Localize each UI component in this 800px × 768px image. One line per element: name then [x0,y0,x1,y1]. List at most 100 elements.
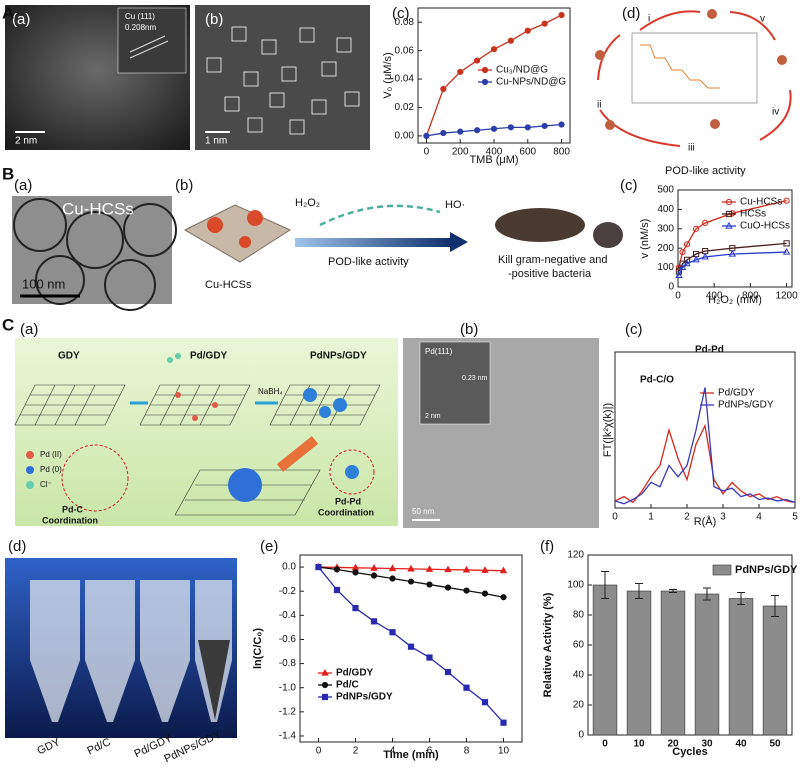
diagram-label: HO· [445,199,465,211]
legend-label: Pd/GDY [718,388,755,399]
x-tick-label: 400 [486,147,503,158]
bar [660,590,686,736]
marker [729,210,736,217]
note: Pd-C [62,504,83,514]
x-axis-label: TMB (μM) [469,154,518,166]
marker [457,68,464,76]
step-label: iv [772,107,779,118]
marker [481,566,489,573]
x-tick-label: 800 [742,291,759,302]
bar [626,590,652,736]
note: Pd-Pd [335,496,361,506]
marker [481,699,489,706]
x-tick-label: 10 [498,746,510,757]
marker [500,719,507,726]
marker [500,594,507,601]
marker [524,124,531,131]
x-tick-label: 6 [427,746,433,757]
marker [481,66,489,74]
marker [725,210,733,218]
series-line [614,423,796,504]
y-axis-label: V₀ (μM/s) [382,52,394,98]
x-tick-label: 200 [452,147,469,158]
series-line [614,387,796,505]
marker [407,564,415,572]
step-label: iii [688,143,695,154]
marker [692,225,700,232]
section-label: A [2,3,14,22]
marker [783,240,790,247]
annotation: Pd-C/O [640,375,674,386]
panel-label: (c) [392,5,410,22]
marker [481,590,489,597]
particle [239,236,251,248]
panel-label: (c) [625,321,643,338]
diagram-label: H₂O₂ [295,197,320,209]
legend-dot [26,466,34,474]
lattice [129,35,166,53]
marker [352,569,359,576]
y-tick-label: 100 [567,580,584,591]
reagent-label: NaBH₄ [258,387,283,396]
x-tick-label: 0 [675,291,681,302]
bar [694,593,720,736]
sheet [183,204,292,263]
y-tick-label: -0.2 [279,586,297,597]
caption: POD-like activity [665,165,746,177]
marker [474,57,481,64]
marker [333,586,341,594]
image-label: Cu-HCSs [62,199,134,218]
x-tick-label: 0 [612,512,618,523]
spheres [13,198,177,311]
diagram-label: POD-like activity [328,256,409,268]
x-tick-label: 0 [602,739,608,750]
marker [321,681,329,689]
bar [728,598,754,736]
x-tick-label: 5 [792,512,798,523]
annotation: Cu (111) [125,12,155,21]
y-tick-label: -0.4 [279,610,297,621]
box-markers [206,26,360,135]
annotation: 0.23 nm [462,375,487,382]
marker [440,129,447,137]
panel-label: (a) [12,11,30,28]
y-tick-label: 0 [578,730,584,741]
y-tick-label: 0.06 [395,45,415,56]
marker [725,221,733,229]
marker [426,654,433,661]
marker [423,132,430,139]
y-tick-label: 400 [657,204,674,215]
legend-label: Pd (II) [40,450,62,459]
marker [388,564,397,572]
marker [702,219,709,227]
marker [541,20,548,27]
scale-label: 2 nm [15,136,37,147]
y-tick-label: 80 [573,610,585,621]
x-tick-label: 600 [519,147,536,158]
panel-label: (d) [8,538,26,555]
y-tick-label: 0.08 [395,17,415,28]
note: Coordination [318,507,374,517]
inset-image [117,7,187,74]
marker [541,122,548,130]
x-tick-label: 10 [633,739,645,750]
stage-label: PdNPs/GDY [310,351,367,362]
y-axis-label: Relative Activity (%) [542,592,554,697]
scale-label: 50 nm [412,507,435,516]
marker [490,125,498,132]
marker [675,271,683,278]
y-tick-label: 100 [657,262,674,273]
marker [728,249,736,257]
legend-label: Cu-HCSs [740,197,782,208]
y-tick-label: -0.6 [279,634,297,645]
series-line [678,200,787,268]
error-bar [669,589,677,593]
x-tick-label: 0 [316,746,322,757]
bacteria [593,222,623,248]
marker [474,127,481,134]
sample-label: GDY [35,736,62,757]
bacteria [495,208,585,242]
scale-label: 1 nm [205,136,227,147]
marker [725,198,733,206]
